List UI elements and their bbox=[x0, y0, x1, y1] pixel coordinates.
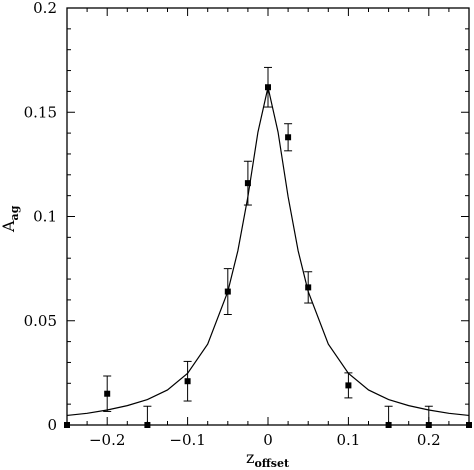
data-point bbox=[144, 422, 151, 428]
x-tick-label: 0.1 bbox=[336, 431, 360, 449]
data-point bbox=[224, 288, 231, 295]
x-tick-labels: −0.2 −0.1 0 0.1 0.2 bbox=[89, 431, 441, 449]
x-tick-label: 0 bbox=[263, 431, 273, 449]
data-points-layer bbox=[64, 66, 472, 428]
y-tick-label: 0.05 bbox=[24, 312, 57, 330]
x-tick-label: 0.2 bbox=[417, 431, 441, 449]
y-tick-label: 0.15 bbox=[24, 103, 57, 121]
x-axis-title: zoffset bbox=[246, 448, 290, 470]
y-tick-labels: 0 0.05 0.1 0.15 0.2 bbox=[24, 0, 57, 434]
data-point bbox=[104, 390, 111, 397]
fit-curve-layer bbox=[66, 87, 470, 417]
data-point bbox=[265, 84, 271, 91]
data-point bbox=[345, 382, 352, 389]
data-point bbox=[64, 422, 70, 428]
y-tick-label: 0.1 bbox=[33, 208, 57, 226]
x-tick-label: −0.1 bbox=[169, 431, 205, 449]
data-point bbox=[385, 422, 392, 428]
data-point bbox=[184, 378, 191, 385]
y-axis-title: Aag bbox=[0, 205, 21, 233]
data-point bbox=[305, 284, 312, 291]
data-point bbox=[466, 422, 472, 428]
fit-curve bbox=[66, 87, 470, 417]
y-tick-label: 0.2 bbox=[33, 0, 57, 17]
data-point bbox=[244, 180, 251, 187]
data-point bbox=[425, 422, 432, 428]
axis-ticks bbox=[66, 7, 470, 426]
y-tick-label: 0 bbox=[47, 416, 57, 434]
data-point bbox=[285, 134, 292, 141]
x-tick-label: −0.2 bbox=[89, 431, 125, 449]
